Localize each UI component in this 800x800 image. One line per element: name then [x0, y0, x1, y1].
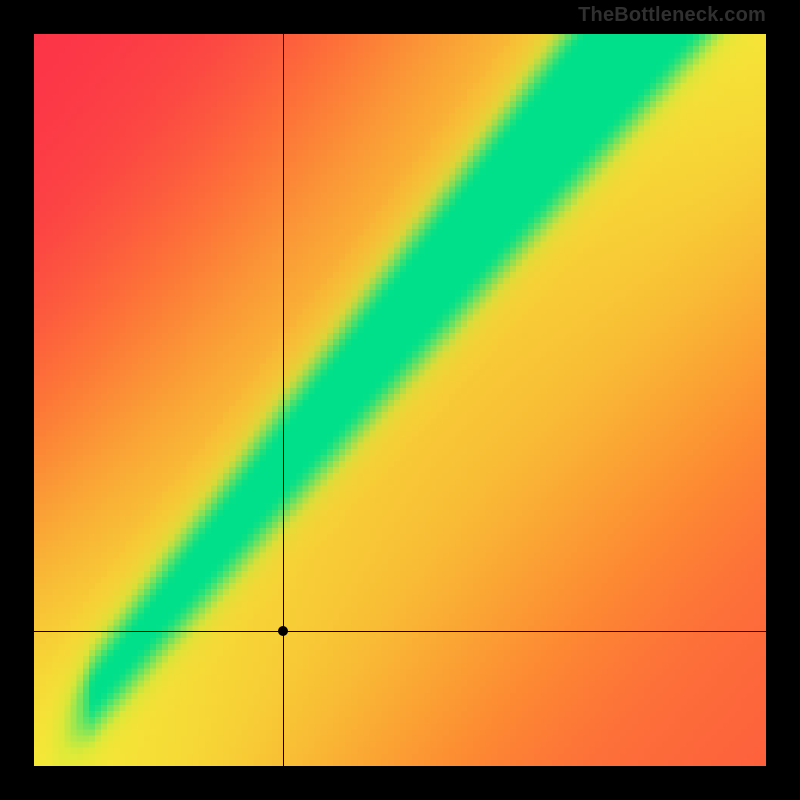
crosshair-horizontal [34, 631, 766, 632]
heatmap-canvas [34, 34, 766, 766]
heatmap-plot-area [34, 34, 766, 766]
marker-dot [278, 626, 288, 636]
crosshair-vertical [283, 34, 284, 766]
watermark-text: TheBottleneck.com [578, 4, 766, 27]
